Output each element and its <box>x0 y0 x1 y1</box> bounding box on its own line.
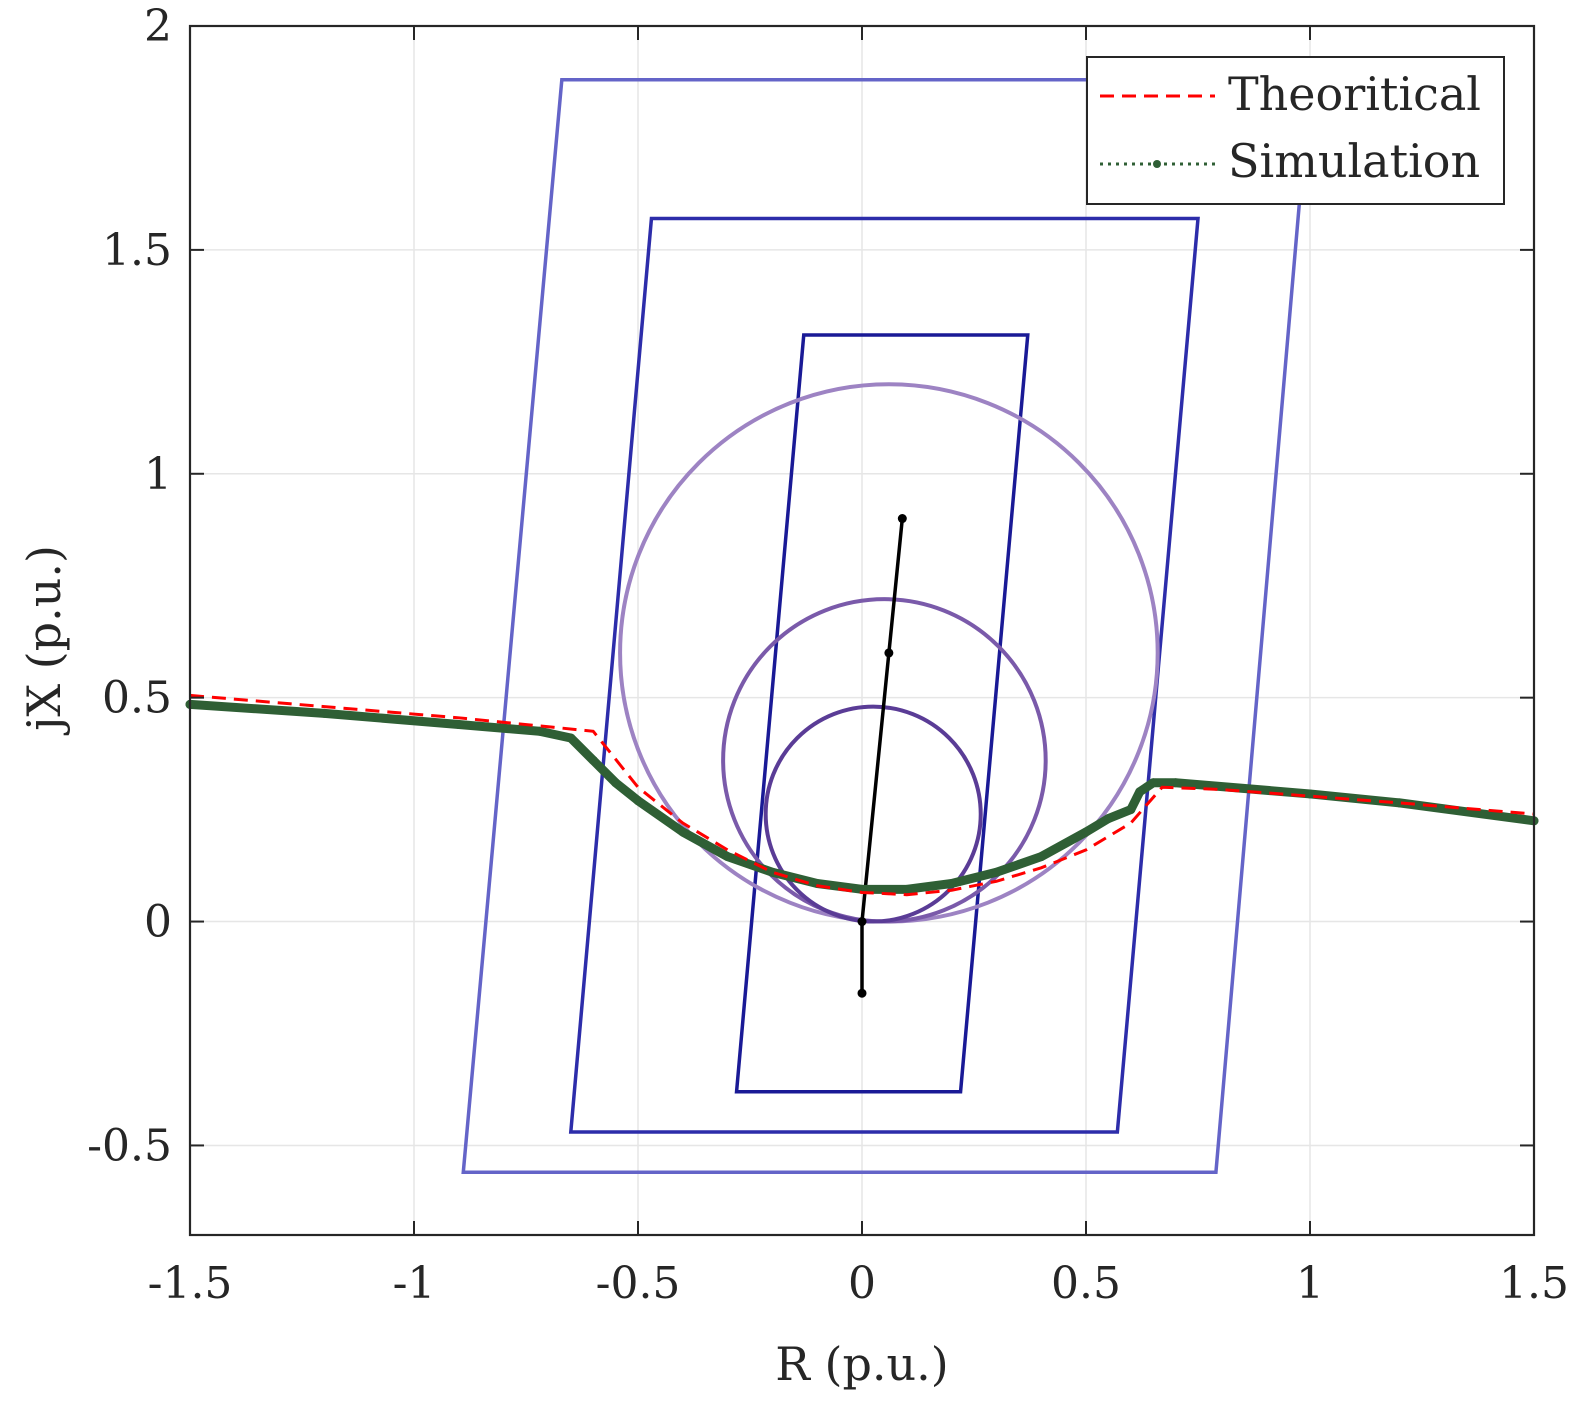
line-impedance-point-0 <box>857 988 867 998</box>
series-point-simulation-23 <box>1305 789 1315 799</box>
series-point-simulation-8 <box>678 827 688 837</box>
y-tick-label-0: -0.5 <box>87 1120 172 1171</box>
x-tick-label-4: 0.5 <box>1051 1258 1121 1309</box>
series-point-simulation-17 <box>1081 827 1091 837</box>
legend-label-theoretical: Theoritical <box>1228 67 1481 121</box>
series-point-simulation-3 <box>534 726 544 736</box>
line-impedance <box>860 518 905 994</box>
series-point-simulation-7 <box>633 796 643 806</box>
legend-label-simulation: Simulation <box>1228 134 1480 188</box>
quadrilateral-zone-1 <box>461 77 1312 1175</box>
series-point-simulation-18 <box>1103 814 1113 824</box>
line-impedance-point-3 <box>897 514 907 524</box>
y-tick-label-3: 1 <box>144 449 172 500</box>
series-point-simulation-16 <box>1036 852 1046 862</box>
tick-layer: -1.5 -1 -0.5 0 0.5 1 1.5 -0.5 0 0.5 1 1.5 2 <box>87 1 1569 1309</box>
y-tick-label-1: 0 <box>144 897 172 948</box>
series-line-theoritical <box>189 693 1535 897</box>
series-point-simulation-14 <box>947 878 957 888</box>
quadrilateral-zone-2 <box>568 216 1200 1134</box>
y-tick-label-4: 1.5 <box>102 225 172 276</box>
mho-circle-zone-3 <box>763 704 983 924</box>
series-point-simulation-13 <box>902 884 912 894</box>
x-axis-label: R (p.u.) <box>775 1337 948 1391</box>
x-tick-label-6: 1.5 <box>1499 1258 1569 1309</box>
series-point-simulation-22 <box>1171 778 1181 788</box>
series-point-simulation-4 <box>566 733 576 743</box>
series-point-simulation-20 <box>1135 787 1145 797</box>
y-tick-label-5: 2 <box>144 1 172 52</box>
x-tick-label-2: -0.5 <box>596 1258 681 1309</box>
series-point-simulation-2 <box>454 720 464 730</box>
series-point-simulation-21 <box>1148 778 1158 788</box>
series-point-simulation-10 <box>767 867 777 877</box>
line-impedance-point-2 <box>884 648 894 658</box>
x-tick-label-1: -1 <box>393 1258 436 1309</box>
x-tick-label-3: 0 <box>848 1258 876 1309</box>
x-tick-label-0: -1.5 <box>148 1258 233 1309</box>
series-point-simulation-1 <box>319 708 329 718</box>
legend: Theoritical Simulation <box>1086 56 1505 205</box>
x-tick-label-5: 1 <box>1296 1258 1324 1309</box>
y-axis-label: jX (p.u.) <box>17 545 71 736</box>
series-layer <box>185 693 1539 897</box>
zone-characteristics <box>461 77 1312 1175</box>
series-point-simulation-24 <box>1395 798 1405 808</box>
legend-marker-simulation <box>1153 160 1161 168</box>
series-point-simulation-5 <box>588 755 598 765</box>
y-tick-label-2: 0.5 <box>102 673 172 724</box>
quadrilateral-zone-3 <box>734 333 1030 1094</box>
series-point-simulation-9 <box>723 852 733 862</box>
legend-box <box>1086 56 1505 205</box>
series-point-simulation-19 <box>1126 805 1136 815</box>
grid-layer <box>189 25 1535 1235</box>
line-impedance-point-1 <box>857 917 867 927</box>
series-point-simulation-6 <box>611 778 621 788</box>
series-point-simulation-15 <box>991 867 1001 877</box>
